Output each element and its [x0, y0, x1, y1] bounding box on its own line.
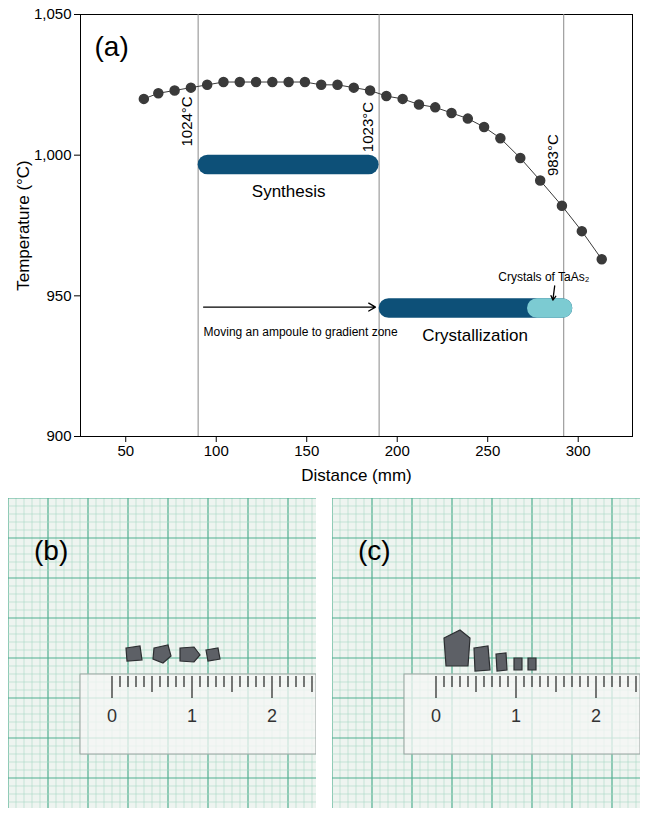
svg-text:100: 100	[204, 442, 229, 459]
svg-text:(c): (c)	[358, 535, 391, 566]
svg-text:0: 0	[431, 706, 441, 726]
svg-text:Crystallization: Crystallization	[422, 326, 528, 345]
svg-text:300: 300	[566, 442, 591, 459]
svg-text:200: 200	[385, 442, 410, 459]
svg-text:1: 1	[511, 706, 521, 726]
svg-text:1: 1	[187, 706, 197, 726]
svg-text:250: 250	[475, 442, 500, 459]
svg-text:1,000: 1,000	[34, 146, 72, 163]
svg-text:1,050: 1,050	[34, 5, 72, 22]
svg-text:2: 2	[591, 706, 601, 726]
svg-text:Moving an ampoule to gradient: Moving an ampoule to gradient zone	[204, 325, 398, 339]
svg-text:Crystals of TaAs₂: Crystals of TaAs₂	[498, 270, 589, 284]
svg-text:950: 950	[46, 287, 71, 304]
svg-text:1023°C: 1023°C	[359, 102, 376, 152]
svg-text:983°C: 983°C	[544, 134, 561, 176]
svg-text:Temperature (°C): Temperature (°C)	[14, 160, 33, 291]
svg-text:(a): (a)	[95, 31, 129, 62]
svg-text:50: 50	[117, 442, 134, 459]
svg-text:Distance (mm): Distance (mm)	[301, 466, 412, 485]
svg-text:900: 900	[46, 427, 71, 444]
svg-text:2: 2	[267, 706, 277, 726]
svg-text:Synthesis: Synthesis	[252, 182, 326, 201]
svg-text:150: 150	[294, 442, 319, 459]
svg-text:(b): (b)	[34, 535, 68, 566]
svg-text:1024°C: 1024°C	[178, 96, 195, 146]
svg-text:0: 0	[107, 706, 117, 726]
